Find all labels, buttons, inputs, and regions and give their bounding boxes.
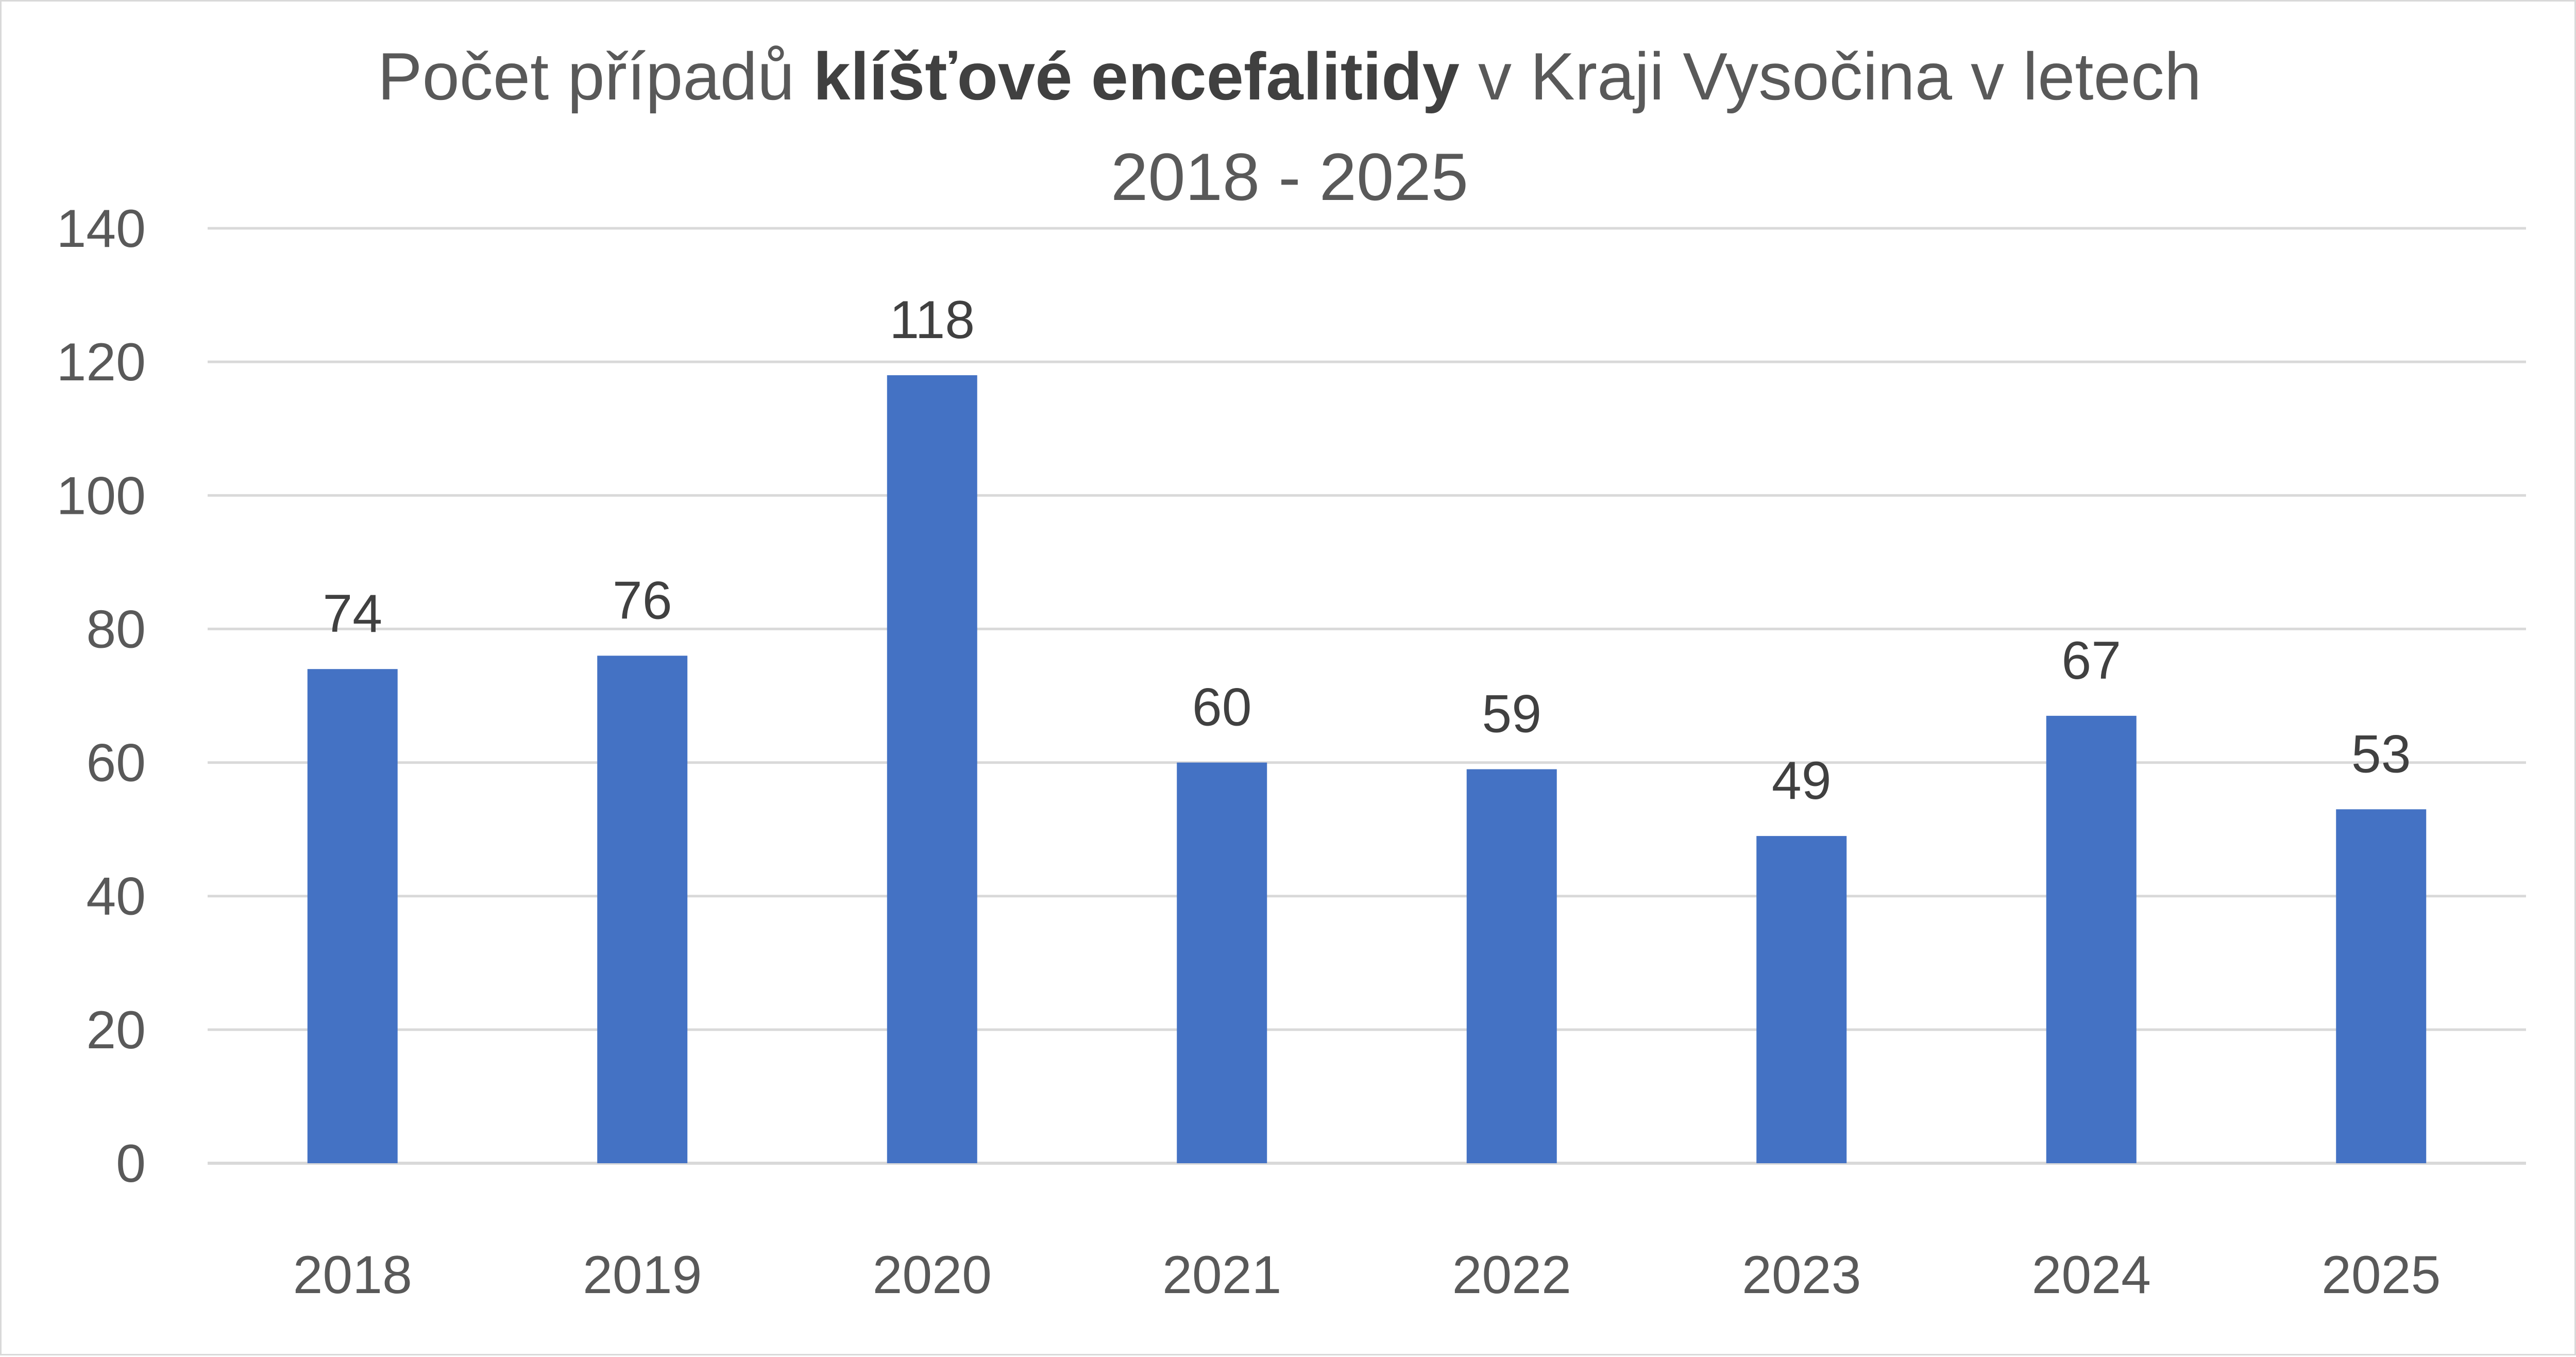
y-tick-label: 0 bbox=[116, 1134, 146, 1194]
y-tick-label: 80 bbox=[86, 599, 146, 659]
chart-title-line2: 2018 - 2025 bbox=[1111, 139, 1468, 214]
y-tick-label: 100 bbox=[56, 466, 146, 526]
data-labels: 74 76 118 60 59 49 67 53 bbox=[323, 290, 2411, 811]
bar bbox=[887, 375, 977, 1163]
bars bbox=[307, 375, 2427, 1163]
x-tick-label: 2025 bbox=[2321, 1245, 2441, 1305]
y-tick-label: 20 bbox=[86, 1000, 146, 1060]
data-label: 118 bbox=[889, 290, 975, 350]
data-label: 59 bbox=[1482, 684, 1541, 744]
x-tick-label: 2021 bbox=[1162, 1245, 1281, 1305]
bar bbox=[307, 669, 398, 1163]
chart-title-bold: klíšťové encefalitidy bbox=[813, 39, 1460, 114]
chart-title-part1: Počet případů bbox=[378, 39, 814, 114]
data-label: 74 bbox=[323, 584, 382, 644]
x-tick-label: 2023 bbox=[1742, 1245, 1861, 1305]
x-tick-label: 2024 bbox=[2032, 1245, 2151, 1305]
bar bbox=[1177, 762, 1267, 1163]
chart-title-part3: v Kraji Vysočina v letech bbox=[1460, 39, 2201, 114]
gridlines bbox=[208, 227, 2526, 1165]
y-tick-label: 40 bbox=[86, 867, 146, 927]
data-label: 60 bbox=[1192, 678, 1252, 738]
y-axis-ticks: 0 20 40 60 80 100 120 140 bbox=[56, 199, 146, 1194]
bar bbox=[2336, 809, 2427, 1163]
x-tick-label: 2022 bbox=[1452, 1245, 1571, 1305]
bar bbox=[1756, 836, 1847, 1163]
data-label: 67 bbox=[2061, 631, 2121, 691]
data-label: 49 bbox=[1772, 751, 1832, 811]
y-tick-label: 120 bbox=[56, 332, 146, 392]
bar bbox=[597, 656, 688, 1163]
y-tick-label: 140 bbox=[56, 199, 146, 259]
x-tick-label: 2019 bbox=[583, 1245, 702, 1305]
data-label: 76 bbox=[613, 571, 672, 630]
bar bbox=[2046, 715, 2137, 1163]
data-label: 53 bbox=[2351, 724, 2411, 784]
chart-title-line1: Počet případů klíšťové encefalitidy v Kr… bbox=[378, 39, 2201, 114]
x-axis-ticks: 2018 2019 2020 2021 2022 2023 2024 2025 bbox=[293, 1245, 2441, 1305]
bar bbox=[1466, 769, 1557, 1163]
y-tick-label: 60 bbox=[86, 733, 146, 793]
x-tick-label: 2018 bbox=[293, 1245, 412, 1305]
x-tick-label: 2020 bbox=[873, 1245, 992, 1305]
